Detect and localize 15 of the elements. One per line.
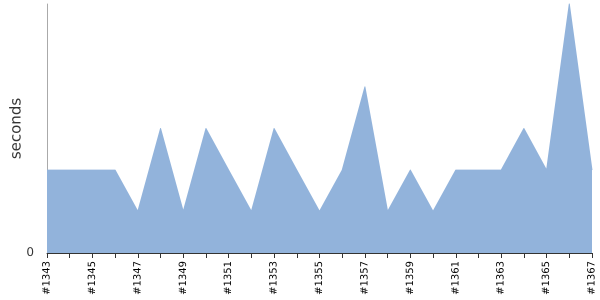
text: 0: [26, 245, 34, 259]
x-tick-label: #1363: [496, 261, 507, 295]
x-tick-label: #1347: [132, 261, 144, 295]
y-axis-title: seconds: [6, 98, 24, 160]
x-tick-label: #1345: [86, 261, 98, 295]
x-tick-label: #1367: [586, 261, 598, 295]
x-tick-label: #1351: [223, 261, 234, 295]
x-tick-label: #1353: [268, 261, 280, 295]
x-tick-label: #1355: [314, 261, 325, 295]
x-tick-label: #1365: [541, 261, 552, 295]
x-tick-label: #1357: [359, 261, 370, 295]
x-tick-label: #1361: [450, 261, 462, 295]
x-tick-label: #1359: [404, 261, 416, 295]
x-tick-label: #1349: [178, 261, 189, 295]
x-tick-label: #1343: [42, 261, 52, 295]
